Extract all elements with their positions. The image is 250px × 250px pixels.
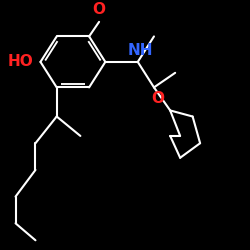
Text: O: O: [92, 2, 106, 17]
Text: HO: HO: [7, 54, 33, 70]
Text: O: O: [151, 91, 164, 106]
Text: NH: NH: [128, 44, 153, 59]
